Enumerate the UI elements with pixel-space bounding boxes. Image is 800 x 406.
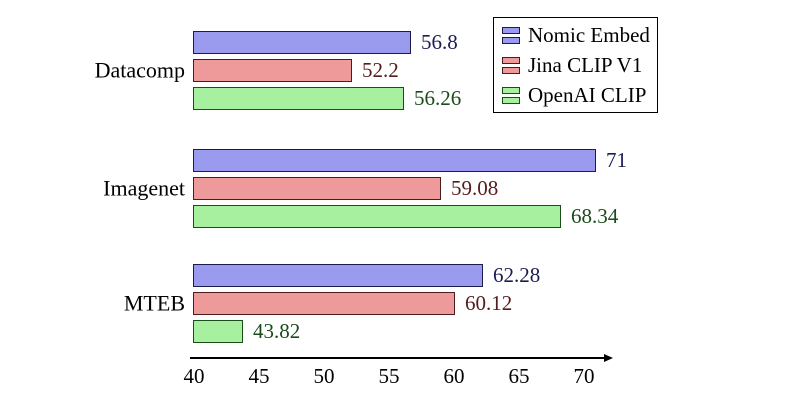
legend-swatch-bar — [502, 66, 520, 74]
value-label: 56.26 — [414, 85, 462, 110]
x-tick-label: 70 — [573, 364, 595, 388]
bar-jina-clip-v1 — [193, 177, 441, 200]
value-label: 62.28 — [493, 262, 541, 287]
category-label: Imagenet — [103, 174, 185, 200]
x-tick-label: 40 — [183, 364, 205, 388]
x-tick-label: 60 — [443, 364, 465, 388]
value-label: 71 — [606, 147, 627, 172]
legend-swatch-bar — [502, 36, 520, 44]
legend: Nomic Embed Jina CLIP V1 OpenAI CLIP — [493, 17, 658, 113]
x-axis-arrow-icon — [604, 354, 613, 362]
bar-jina-clip-v1 — [193, 292, 455, 315]
legend-swatch-icon — [502, 56, 520, 74]
legend-swatch-bar — [502, 96, 520, 104]
x-tick-label: 50 — [313, 364, 335, 388]
legend-swatch-bar — [502, 86, 520, 94]
value-label: 56.8 — [421, 29, 458, 54]
x-tick-label: 65 — [508, 364, 530, 388]
bar-nomic-embed — [193, 149, 596, 172]
legend-label: Jina CLIP V1 — [528, 52, 643, 77]
legend-row: OpenAI CLIP — [494, 80, 657, 110]
legend-swatch-icon — [502, 86, 520, 104]
x-tick-label: 45 — [248, 364, 270, 388]
value-label: 52.2 — [362, 57, 399, 82]
value-label: 43.82 — [253, 318, 301, 343]
x-tick-label: 55 — [378, 364, 400, 388]
bar-openai-clip — [193, 205, 561, 228]
bar-nomic-embed — [193, 264, 483, 287]
legend-swatch-bar — [502, 26, 520, 34]
legend-swatch-bar — [502, 56, 520, 64]
bar-nomic-embed — [193, 31, 411, 54]
bar-openai-clip — [193, 87, 404, 110]
value-label: 68.34 — [571, 203, 619, 228]
category-label: MTEB — [123, 289, 185, 315]
legend-label: Nomic Embed — [528, 22, 650, 47]
value-label: 59.08 — [451, 175, 499, 200]
category-label: Datacomp — [94, 56, 185, 82]
legend-row: Jina CLIP V1 — [494, 50, 657, 80]
bar-openai-clip — [193, 320, 243, 343]
value-label: 60.12 — [465, 290, 513, 315]
bar-jina-clip-v1 — [193, 59, 352, 82]
x-axis-line — [190, 357, 604, 359]
legend-label: OpenAI CLIP — [528, 82, 647, 107]
legend-swatch-icon — [502, 26, 520, 44]
legend-row: Nomic Embed — [494, 20, 657, 50]
